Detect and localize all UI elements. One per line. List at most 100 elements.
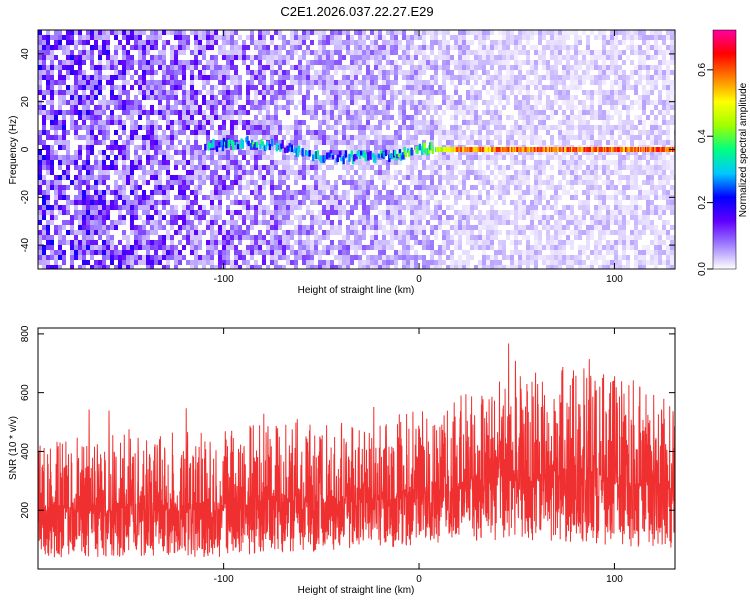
spectrogram-cell	[450, 135, 454, 140]
spectrogram-cell	[266, 265, 270, 269]
spectrogram-cell	[490, 185, 494, 190]
spectrogram-cell	[558, 60, 562, 65]
spectrogram-cell	[422, 245, 426, 250]
spectrogram-cell	[126, 150, 130, 155]
spectrogram-cell	[490, 95, 494, 100]
spectrogram-cell	[570, 245, 574, 250]
spectrogram-cell	[514, 125, 518, 130]
spectrogram-cell	[158, 225, 162, 230]
spectrogram-cell	[134, 250, 138, 255]
spectrogram-cell	[390, 190, 394, 195]
spectrogram-cell	[282, 165, 286, 170]
spectrogram-cell	[174, 60, 178, 65]
spectrogram-cell	[574, 95, 578, 100]
spectrogram-cell	[542, 125, 546, 130]
spectrogram-cell	[434, 190, 438, 195]
spectrogram-cell	[370, 215, 374, 220]
spectrogram-cell	[122, 60, 126, 65]
spectrogram-cell	[366, 85, 370, 90]
spectrogram-cell	[306, 130, 310, 135]
spectrogram-cell	[454, 100, 458, 105]
spectrogram-cell	[94, 215, 98, 220]
spectrogram-cell	[82, 50, 86, 55]
spectrogram-cell	[442, 35, 446, 40]
spectrogram-cell	[254, 135, 258, 140]
spectrogram-cell	[126, 240, 130, 245]
spectrogram-cell	[114, 165, 118, 170]
spectrogram-cell	[382, 45, 386, 50]
spectrogram-cell	[498, 70, 502, 75]
spectrogram-cell	[366, 190, 370, 195]
spectrogram-cell	[594, 50, 598, 55]
spectrogram-cell	[322, 60, 326, 65]
spectrogram-cell	[318, 190, 322, 195]
spectrogram-cell	[542, 205, 546, 210]
spectrogram-cell	[474, 200, 478, 205]
spectrogram-cell	[162, 225, 166, 230]
spectrogram-cell	[466, 215, 470, 220]
spectrogram-cell	[538, 180, 542, 185]
spectrogram-cell	[298, 130, 302, 135]
spectrogram-cell	[522, 45, 526, 50]
spectrogram-cell	[186, 170, 190, 175]
spectrogram-cell	[534, 100, 538, 105]
spectrogram-cell	[62, 130, 66, 135]
spectrogram-cell	[318, 175, 322, 180]
spectrogram-cell	[482, 200, 486, 205]
spectrogram-cell	[290, 140, 294, 145]
spectrogram-cell	[538, 160, 542, 165]
spectrogram-cell	[290, 90, 294, 95]
spectrogram-cell	[150, 75, 154, 80]
spectrogram-cell	[138, 260, 142, 265]
spectrogram-cell	[102, 175, 106, 180]
spectrogram-cell	[530, 150, 534, 155]
spectrogram-cell	[534, 45, 538, 50]
spectrogram-cell	[538, 190, 542, 195]
spectrogram-cell	[546, 100, 550, 105]
spectrogram-cell	[50, 180, 54, 185]
spectrogram-cell	[78, 220, 82, 225]
spectrogram-cell	[410, 70, 414, 75]
spectrogram-cell	[110, 80, 114, 85]
spectrogram-cell	[250, 55, 254, 60]
spectrogram-cell	[442, 160, 446, 165]
spectrogram-cell	[46, 45, 50, 50]
spectrogram-cell	[74, 40, 78, 45]
spectrogram-cell	[202, 180, 206, 185]
spectrogram-cell	[158, 190, 162, 195]
spectrogram-cell	[242, 220, 246, 225]
spectrogram-cell	[230, 75, 234, 80]
spectrogram-cell	[574, 160, 578, 165]
spectrogram-cell	[134, 180, 138, 185]
spectrogram-cell	[238, 200, 242, 205]
spectrogram-cell	[246, 70, 250, 75]
spectrogram-cell	[302, 255, 306, 260]
spectrogram-cell	[454, 265, 458, 269]
spectrogram-cell	[442, 150, 446, 155]
spectrogram-cell	[282, 170, 286, 175]
spectrogram-cell	[302, 245, 306, 250]
spectrogram-cell	[414, 175, 418, 180]
spectrogram-cell	[126, 40, 130, 45]
spectrogram-cell	[122, 250, 126, 255]
spectrogram-cell	[58, 235, 62, 240]
spectrogram-cell	[262, 175, 266, 180]
spectrogram-cell	[358, 185, 362, 190]
spectrogram-cell	[118, 125, 122, 130]
spectrogram-cell	[466, 160, 470, 165]
spectrogram-cell	[302, 195, 306, 200]
spectrogram-cell	[306, 85, 310, 90]
spectrogram-cell	[142, 175, 146, 180]
spectrogram-cell	[54, 45, 58, 50]
spectrogram-cell	[74, 230, 78, 235]
spectrogram-cell	[378, 130, 382, 135]
spectrogram-cell	[362, 135, 366, 140]
spectrogram-cell	[406, 35, 410, 40]
spectrogram-cell	[590, 150, 594, 155]
spectrogram-cell	[214, 190, 218, 195]
spectrogram-cell	[514, 85, 518, 90]
spectrogram-cell	[58, 75, 62, 80]
spectrogram-cell	[378, 65, 382, 70]
spectrogram-cell	[50, 170, 54, 175]
spectrogram-cell	[322, 175, 326, 180]
